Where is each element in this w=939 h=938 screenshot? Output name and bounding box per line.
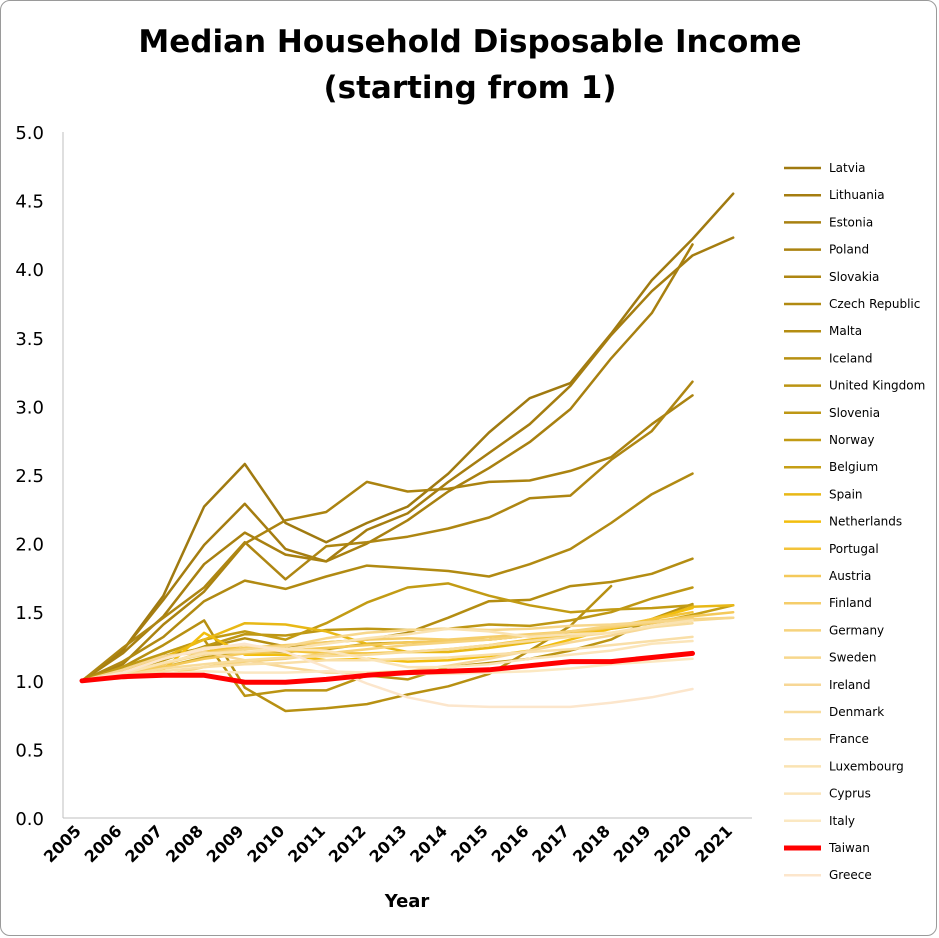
- legend-label-italy: Italy: [829, 814, 855, 828]
- legend-label-slovenia: Slovenia: [829, 406, 880, 420]
- legend-label-latvia: Latvia: [829, 161, 866, 175]
- x-tick-label: 2016: [488, 821, 533, 866]
- x-axis-label: Year: [384, 891, 430, 912]
- legend-label-france: France: [829, 732, 869, 746]
- x-tick-label: 2006: [81, 821, 126, 866]
- legend-label-czech-republic: Czech Republic: [829, 297, 920, 311]
- y-tick-label: 4.5: [15, 192, 44, 213]
- series-line-iceland: [80, 584, 613, 713]
- x-tick-label: 2005: [40, 821, 85, 866]
- x-tick-label: 2014: [406, 821, 451, 866]
- legend-label-taiwan: Taiwan: [828, 841, 870, 855]
- legend-label-luxembourg: Luxembourg: [829, 759, 904, 773]
- x-axis-ticks: 2005200620072008200920102011201220132014…: [40, 821, 736, 866]
- legend-label-slovakia: Slovakia: [829, 270, 879, 284]
- legend-label-ireland: Ireland: [829, 678, 871, 692]
- y-tick-label: 0.0: [15, 809, 44, 830]
- legend-label-austria: Austria: [829, 569, 871, 583]
- y-tick-label: 0.5: [15, 740, 44, 761]
- series-line-slovakia: [80, 380, 694, 683]
- series-lines: [79, 192, 735, 713]
- series-line-france: [80, 635, 694, 683]
- x-tick-label: 2007: [121, 821, 166, 866]
- legend-label-germany: Germany: [829, 623, 884, 637]
- legend-label-netherlands: Netherlands: [829, 515, 902, 529]
- y-tick-label: 4.0: [15, 260, 44, 281]
- legend-label-iceland: Iceland: [829, 351, 872, 365]
- legend-label-spain: Spain: [829, 487, 863, 501]
- y-tick-label: 2.0: [15, 535, 44, 556]
- legend-label-malta: Malta: [829, 324, 862, 338]
- chart-title-line-2: (starting from 1): [323, 70, 616, 106]
- x-tick-label: 2012: [325, 821, 370, 866]
- x-tick-label: 2009: [203, 821, 248, 866]
- y-tick-label: 5.0: [15, 123, 44, 144]
- y-tick-label: 3.5: [15, 329, 44, 350]
- x-tick-label: 2020: [650, 821, 695, 866]
- chart-title-line-1: Median Household Disposable Income: [138, 24, 801, 60]
- series-line-norway: [80, 582, 694, 683]
- y-tick-label: 1.0: [15, 672, 44, 693]
- y-axis-ticks: 0.0 0.5 1.0 1.5 2.0 2.5 3.0 3.5 4.0 4.5 5.0: [15, 123, 44, 830]
- legend-label-sweden: Sweden: [829, 651, 876, 665]
- legend-label-poland: Poland: [829, 243, 869, 257]
- x-tick-label: 2011: [284, 821, 329, 866]
- x-tick-label: 2017: [528, 821, 573, 866]
- x-tick-label: 2010: [243, 821, 288, 866]
- y-tick-label: 3.0: [15, 397, 44, 418]
- legend-label-cyprus: Cyprus: [829, 787, 871, 801]
- legend-label-united-kingdom: United Kingdom: [829, 379, 925, 393]
- legend: Latvia Lithuania Estonia Poland Slovakia Czec…: [784, 161, 925, 882]
- y-tick-label: 1.5: [15, 603, 44, 624]
- series-line-greece: [80, 642, 694, 709]
- x-tick-label: 2018: [569, 821, 614, 866]
- legend-label-norway: Norway: [829, 433, 875, 447]
- legend-label-greece: Greece: [829, 868, 872, 882]
- legend-label-finland: Finland: [829, 596, 872, 610]
- y-tick-label: 2.5: [15, 466, 44, 487]
- series-line-latvia: [80, 192, 735, 683]
- legend-label-estonia: Estonia: [829, 215, 873, 229]
- x-tick-label: 2021: [691, 821, 736, 866]
- x-tick-label: 2019: [610, 821, 655, 866]
- x-tick-label: 2015: [447, 821, 492, 866]
- series-line-taiwan: [79, 650, 695, 685]
- series-line-lithuania: [80, 236, 735, 683]
- series-line-luxembourg: [80, 619, 694, 683]
- legend-label-denmark: Denmark: [829, 705, 884, 719]
- legend-label-belgium: Belgium: [829, 460, 878, 474]
- legend-label-portugal: Portugal: [829, 542, 879, 556]
- series-line-denmark: [80, 621, 694, 683]
- legend-label-lithuania: Lithuania: [829, 188, 885, 202]
- series-line-poland: [80, 394, 694, 683]
- series-line-czech-republic: [80, 472, 694, 683]
- series-line-estonia: [80, 243, 694, 683]
- x-tick-label: 2013: [366, 821, 411, 866]
- x-tick-label: 2008: [162, 821, 207, 866]
